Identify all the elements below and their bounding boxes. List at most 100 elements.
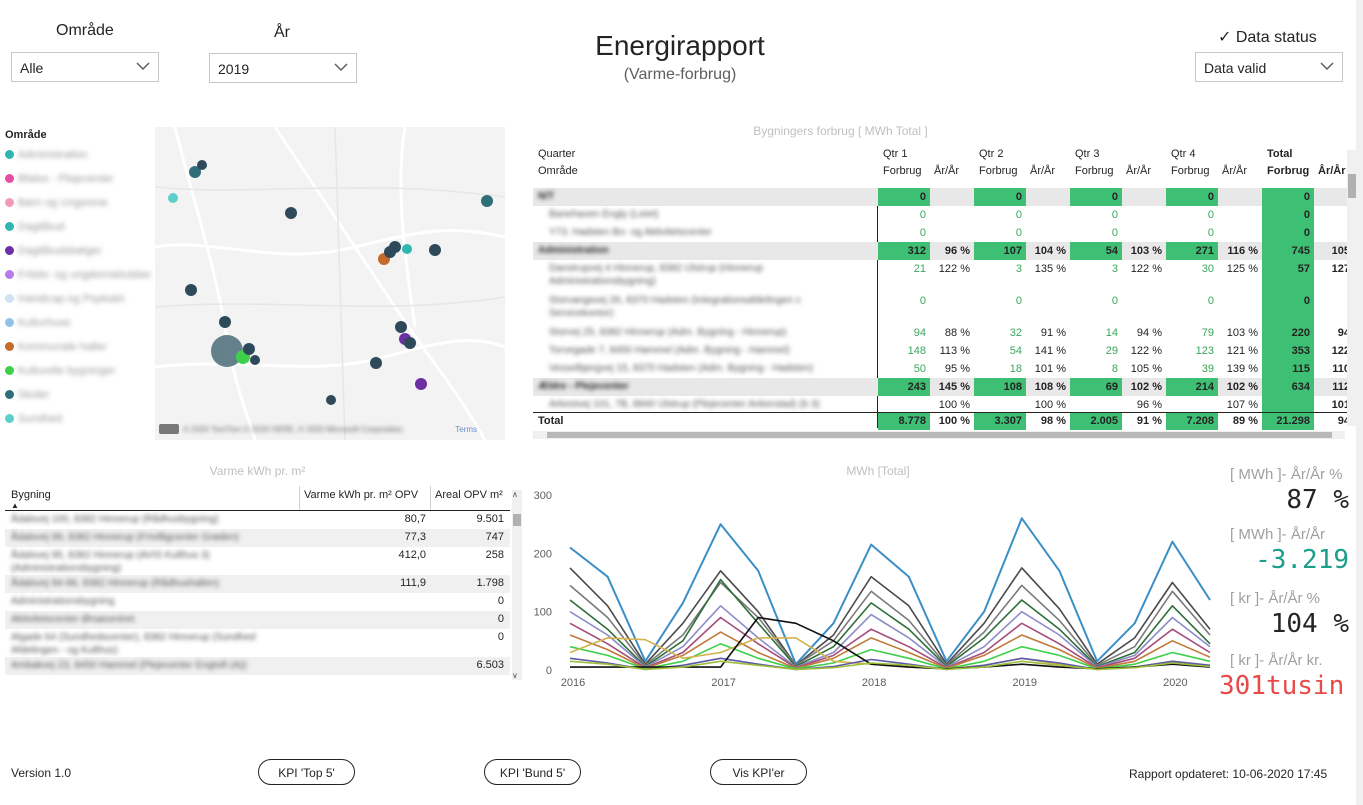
legend-label: Kulturelle bygninger [18,365,116,377]
matrix-row-label: Torvegade 7, 8450 Hammel (Adm. Bygning -… [549,345,790,356]
table-col-building[interactable]: Bygning [11,489,51,501]
matrix-cell-consumption: 69 [1070,378,1122,396]
matrix-cell-yoy: 135 % [1034,263,1066,275]
matrix-cell-yoy: 94 [1337,327,1348,339]
matrix-cell-consumption: 32 [1009,327,1022,339]
show-kpis-button[interactable]: Vis KPI'er [710,759,807,785]
matrix-cell-consumption: 18 [1009,363,1022,375]
status-filter-title: ✓ Data status [1218,29,1317,46]
area-dropdown[interactable]: Alle [11,52,159,82]
map-legend-item[interactable]: Kommunale haller [5,341,107,355]
matrix-col-consumption: Forbrug [1075,165,1114,177]
matrix-cell-consumption: 39 [1201,363,1214,375]
matrix-row[interactable]: Y73. Hadsten Bo- og Aktivitetscenter 0 0 0 0… [533,224,1348,242]
map-legend-item[interactable]: Administration [5,149,88,163]
matrix-row[interactable]: Storvej 25, 8382 Hinnerup (Adm. Bygning … [533,324,1348,342]
legend-swatch [5,222,14,231]
matrix-cell-yoy [1314,224,1348,242]
table-cell-building: Ådalsvej 100, 8382 Hinnerup (Rådhusbygni… [11,514,219,525]
kpi-label: [ kr ]- År/År kr. [1230,652,1323,669]
matrix-cell-consumption: 220 [1262,324,1314,342]
matrix-cell-consumption: 0 [1262,206,1314,224]
table-col-kwh[interactable]: Varme kWh pr. m² OPV [304,489,419,501]
matrix-cell-consumption: 0 [974,188,1026,206]
line-series[interactable] [569,567,1211,667]
x-tick-label: 2018 [862,677,886,689]
line-series[interactable] [569,581,1211,667]
line-chart[interactable]: 0 100 200 300 2016 2017 2018 2019 2020 [525,480,1225,690]
sort-asc-icon: ▲ [11,501,19,510]
matrix-row[interactable]: Storvangsvej 26, 8370 Hadsten (Integrati… [533,292,1348,324]
map-legend-item[interactable]: Kulturelle bygninger [5,365,115,379]
matrix-cell-yoy: 102 % [1226,381,1258,393]
matrix-cell-yoy: 122 % [1130,345,1162,357]
matrix-col-yoy: År/År [1030,165,1056,177]
matrix-row[interactable]: Arkestvej 101, 7B, 8840 Ulstrup (Plejece… [533,396,1348,414]
table-row[interactable]: Aktivitetscenter Ørsøcentret 0 [5,611,510,629]
map-legend-item[interactable]: Sundhed [5,413,62,427]
matrix-col-consumption: Forbrug [979,165,1018,177]
table-row[interactable]: Algade 64 (Sundhedscenter), 8382 Hinneru… [5,629,510,657]
map-bubbles [168,160,493,405]
table-cell-area: 0 [497,595,504,607]
line-series[interactable] [569,517,1211,666]
table-row[interactable]: Administrationsbygning 0 [5,593,510,611]
matrix-cell-yoy: 121 % [1226,345,1258,357]
matrix-row[interactable]: Vesselbjergvej 15, 8370 Hadsten (Adm. By… [533,360,1348,378]
table-col-area[interactable]: Areal OPV m² [435,489,503,501]
matrix-group-row[interactable]: N/T 0 0 0 0 0 [533,188,1348,206]
consumption-matrix[interactable]: Quarter Område Qtr 1 Forbrug År/År Qtr 2 For… [533,142,1348,440]
table-row[interactable]: Ådalsvej 94-96, 8382 Hinnerup (Rådhushal… [5,575,510,593]
table-row[interactable]: Ådalsvej 100, 8382 Hinnerup (Rådhusbygni… [5,511,510,529]
version-label: Version 1.0 [11,766,72,780]
year-dropdown[interactable]: 2019 [209,53,357,83]
bing-logo [159,424,179,434]
area-filter-title: Område [56,22,114,39]
matrix-cell-yoy [1314,206,1348,224]
matrix-cell-yoy: 103 % [1226,327,1258,339]
matrix-group-row[interactable]: Ældre - Plejecenter 243 145 % 108 108 % 69 102… [533,378,1348,396]
line-series[interactable] [569,631,1211,670]
kpi-top-5-button[interactable]: KPI 'Top 5' [258,759,355,785]
matrix-cell-yoy: 96 % [944,245,970,257]
matrix-scrollbar-vertical[interactable] [1347,150,1357,426]
matrix-total-label: Total [538,415,564,427]
matrix-cell-consumption: 214 [1166,378,1218,396]
matrix-cell-consumption: 0 [1262,188,1314,206]
table-row[interactable]: Ådalsvej 95, 8382 Hinnerup (AVIS Kulthus… [5,547,510,575]
map-legend-item[interactable]: Børn og Ungeome [5,197,108,211]
status-dropdown[interactable]: Data valid [1195,52,1343,82]
matrix-group-row[interactable]: Administration 312 96 % 107 104 % 54 103 % 271 1… [533,242,1348,260]
map-legend-item[interactable]: Handicap og Psykiatri [5,293,124,307]
map-legend-item[interactable]: Dagtilbudsbøtger [5,245,102,259]
map-legend-item[interactable]: Bfalos - Pleјecenter [5,173,113,187]
right-edge-scrollbar[interactable] [1356,0,1363,805]
kpi-value: -3.219 [1255,545,1349,575]
map-terms-link[interactable]: Terms [455,425,477,434]
table-row[interactable]: Ådalsvej 99, 8382 Hinnerup (Frivilligcen… [5,529,510,547]
matrix-row[interactable]: Torvegade 7, 8450 Hammel (Adm. Bygning -… [533,342,1348,360]
matrix-cell-consumption: 0 [1070,188,1122,206]
kpi-bottom-5-button[interactable]: KPI 'Bund 5' [484,759,581,785]
line-series[interactable] [569,660,1211,671]
matrix-row[interactable]: Danstrupvej 4 Hinnerup, 8382 Ulstrup (Hi… [533,260,1348,292]
matrix-cell-consumption: 353 [1262,342,1314,360]
table-scrollbar-vertical[interactable]: ∧ ∨ [512,490,522,680]
map-legend-item[interactable]: Kulturhuse [5,317,71,331]
x-tick-label: 2019 [1013,677,1037,689]
map-legend-item[interactable]: Dagtilbud [5,221,64,235]
matrix-scrollbar-horizontal[interactable] [533,431,1345,439]
legend-label: Fritids- og ungdomsklubber [18,269,152,281]
y-tick-label: 100 [534,607,552,619]
legend-label: Dagtilbudsbøtger [18,245,102,257]
map-legend-item[interactable]: Skoler [5,389,49,403]
table-cell-building: Algade 64 (Sundhedscenter), 8382 Hinneru… [11,632,256,656]
matrix-row[interactable]: Banehaven Engly (Leiet) 0 0 0 0 0 [533,206,1348,224]
table-row[interactable]: Ambakvej 23, 8450 Hammel (Plejecenter En… [5,657,510,675]
line-series[interactable] [569,605,1211,668]
map-legend-item[interactable]: Fritids- og ungdomsklubber [5,269,151,283]
line-series[interactable] [569,578,1211,668]
map-visual[interactable]: © 2020 TomTom © 2020 HERE, © 2020 Micros… [155,127,505,440]
matrix-total-yoy: 94 [1337,415,1348,427]
kpi-label: [ MWh ]- År/År % [1230,466,1343,483]
